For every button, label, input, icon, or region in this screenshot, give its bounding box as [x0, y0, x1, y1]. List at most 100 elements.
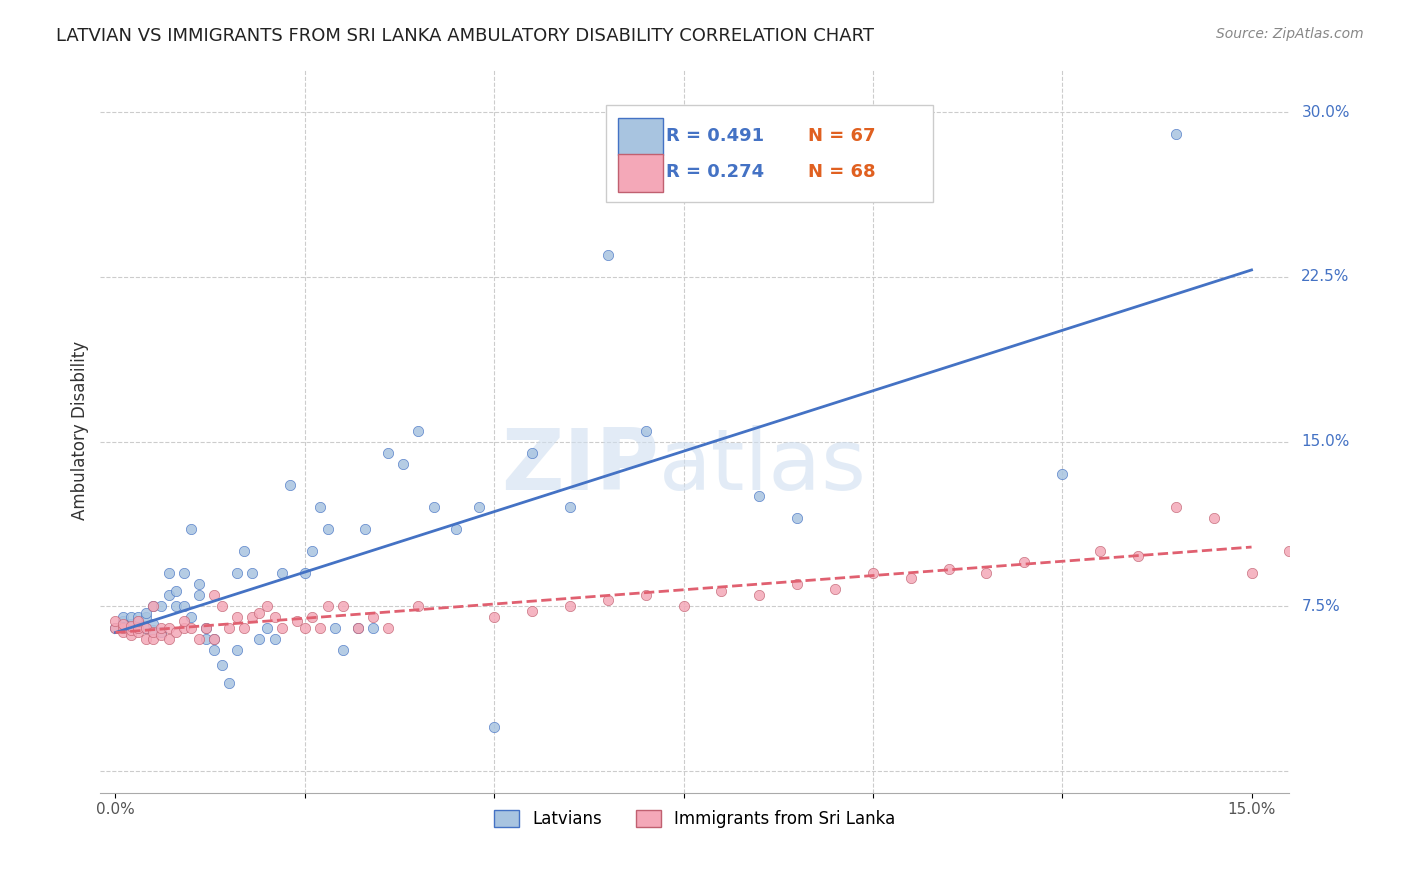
Point [195, 621, 218, 635]
Point [135, 606, 157, 620]
Point [422, 500, 444, 515]
Point [195, 621, 218, 635]
Text: ZIP: ZIP [502, 425, 659, 508]
Point [120, 628, 142, 642]
Point [157, 632, 180, 646]
Point [301, 610, 323, 624]
Point [187, 588, 209, 602]
Point [271, 566, 294, 581]
Point [361, 610, 384, 624]
Point [482, 720, 505, 734]
Point [309, 500, 332, 515]
Point [256, 621, 278, 635]
Point [173, 566, 195, 581]
Point [104, 621, 127, 635]
Point [347, 621, 370, 635]
Point [142, 599, 165, 614]
Text: 22.5%: 22.5% [1302, 269, 1350, 285]
Point [294, 621, 316, 635]
Point [354, 522, 377, 536]
Point [120, 621, 142, 635]
Point [240, 566, 263, 581]
Point [301, 544, 323, 558]
Point [180, 522, 202, 536]
Point [225, 610, 247, 624]
Point [120, 610, 142, 624]
Point [165, 625, 187, 640]
Point [142, 625, 165, 640]
Point [862, 566, 884, 581]
Point [135, 621, 157, 635]
Point [558, 500, 581, 515]
Point [173, 599, 195, 614]
Point [1050, 467, 1073, 482]
Point [263, 610, 285, 624]
Point [218, 676, 240, 690]
Text: 7.5%: 7.5% [1302, 599, 1340, 614]
Point [187, 632, 209, 646]
Point [748, 490, 770, 504]
Point [120, 616, 142, 631]
Point [520, 603, 543, 617]
FancyBboxPatch shape [617, 118, 662, 155]
Point [127, 615, 149, 629]
Point [316, 599, 339, 614]
Point [127, 610, 149, 624]
Point [127, 621, 149, 635]
Point [332, 643, 354, 657]
Point [127, 625, 149, 640]
Point [127, 621, 149, 635]
Point [1014, 555, 1036, 569]
Point [482, 610, 505, 624]
Point [233, 544, 256, 558]
Point [377, 621, 399, 635]
Text: R = 0.491: R = 0.491 [666, 127, 765, 145]
Point [180, 621, 202, 635]
Point [112, 625, 135, 640]
Point [278, 478, 301, 492]
Text: N = 68: N = 68 [808, 163, 876, 181]
Point [976, 566, 998, 581]
Point [377, 445, 399, 459]
Point [202, 588, 225, 602]
Point [202, 632, 225, 646]
Point [748, 588, 770, 602]
Point [247, 606, 270, 620]
Point [157, 621, 180, 635]
Point [120, 624, 142, 638]
Text: 15.0%: 15.0% [1302, 434, 1350, 449]
Point [323, 621, 346, 635]
Point [195, 632, 218, 646]
Text: R = 0.274: R = 0.274 [666, 163, 765, 181]
Point [1278, 544, 1301, 558]
Point [900, 571, 922, 585]
Point [634, 424, 657, 438]
Legend: Latvians, Immigrants from Sri Lanka: Latvians, Immigrants from Sri Lanka [488, 804, 903, 835]
Point [1240, 566, 1263, 581]
Point [247, 632, 270, 646]
Point [157, 588, 180, 602]
Point [112, 616, 135, 631]
Point [180, 610, 202, 624]
FancyBboxPatch shape [606, 104, 932, 202]
Point [225, 643, 247, 657]
Point [634, 588, 657, 602]
Point [446, 522, 468, 536]
Point [1088, 544, 1111, 558]
Point [112, 615, 135, 629]
Point [127, 616, 149, 631]
Point [149, 628, 172, 642]
Point [135, 610, 157, 624]
Point [1202, 511, 1225, 525]
Point [202, 632, 225, 646]
Point [392, 457, 415, 471]
Point [786, 511, 808, 525]
Point [672, 599, 695, 614]
Point [173, 615, 195, 629]
Point [149, 599, 172, 614]
Text: Source: ZipAtlas.com: Source: ZipAtlas.com [1216, 27, 1364, 41]
Point [285, 615, 308, 629]
Point [112, 610, 135, 624]
Point [135, 632, 157, 646]
Point [468, 500, 491, 515]
